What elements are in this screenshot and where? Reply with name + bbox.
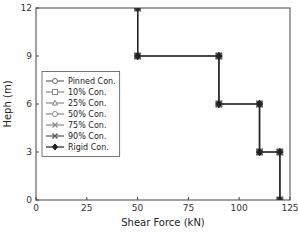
point <box>277 149 283 155</box>
legend-marker <box>53 112 58 117</box>
series-line <box>138 8 280 200</box>
legend-marker <box>53 90 58 95</box>
x-tick-label: 100 <box>231 203 248 213</box>
point <box>277 148 283 155</box>
point <box>216 53 222 59</box>
point <box>277 196 283 200</box>
legend-marker <box>53 123 58 128</box>
point <box>257 101 263 107</box>
y-tick-label: 3 <box>26 147 32 157</box>
point <box>135 8 141 12</box>
point <box>277 149 283 155</box>
point <box>257 149 263 155</box>
x-tick-label: 0 <box>33 203 39 213</box>
point <box>135 53 141 59</box>
point <box>257 101 263 107</box>
point <box>135 52 141 59</box>
y-tick-label: 9 <box>26 51 32 61</box>
point <box>277 149 283 155</box>
point <box>216 53 222 59</box>
point <box>257 149 263 155</box>
point <box>216 100 222 107</box>
point <box>135 53 141 59</box>
point <box>135 53 141 59</box>
legend-label: Pinned Con. <box>68 77 116 86</box>
point <box>216 52 222 59</box>
series-line <box>138 8 280 200</box>
legend-marker <box>53 100 58 105</box>
point <box>257 100 263 107</box>
y-tick-label: 6 <box>26 99 32 109</box>
legend-marker <box>53 144 58 150</box>
point <box>216 101 222 107</box>
point <box>216 53 222 59</box>
x-axis-label: Shear Force (kN) <box>121 217 205 228</box>
series-line <box>138 8 280 200</box>
point <box>216 101 222 107</box>
point <box>257 149 263 155</box>
point <box>216 53 222 59</box>
legend-label: Rigid Con. <box>68 143 109 152</box>
x-tick-label: 50 <box>132 203 144 213</box>
point <box>257 149 263 155</box>
y-tick-label: 12 <box>21 3 32 13</box>
legend-frame <box>42 72 120 157</box>
legend-label: 75% Con. <box>68 121 106 130</box>
point <box>257 149 263 155</box>
x-tick-label: 125 <box>281 203 298 213</box>
point <box>277 149 283 155</box>
y-tick-label: 0 <box>26 195 32 205</box>
point <box>277 149 283 155</box>
x-tick-label: 25 <box>81 203 92 213</box>
legend-label: 50% Con. <box>68 110 106 119</box>
point <box>216 53 222 59</box>
series-line <box>138 8 280 200</box>
chart: 0 25 50 75 100 125 0 3 6 9 12 Shear Force (kN) Heph … <box>0 0 298 234</box>
legend-label: 25% Con. <box>68 99 106 108</box>
point <box>216 101 222 107</box>
plot-area <box>36 8 290 200</box>
series-line <box>138 8 280 200</box>
legend: Pinned Con. 10% Con. 25% Con. 50% Con. 75% C… <box>42 72 120 157</box>
point <box>216 101 222 107</box>
legend-label: 10% Con. <box>68 88 106 97</box>
x-tick-label: 75 <box>183 203 194 213</box>
y-axis-label: Heph (m) <box>2 80 13 127</box>
series-line <box>138 8 280 200</box>
legend-label: 90% Con. <box>68 132 106 141</box>
point <box>257 101 263 107</box>
series-line <box>138 8 280 200</box>
point <box>257 101 263 107</box>
legend-marker <box>53 79 58 84</box>
point <box>216 101 222 107</box>
data-group <box>135 8 283 200</box>
legend-marker <box>53 134 58 139</box>
point <box>135 53 141 59</box>
point <box>257 148 263 155</box>
plot-frame <box>36 8 290 200</box>
point <box>135 53 141 59</box>
point <box>257 101 263 107</box>
